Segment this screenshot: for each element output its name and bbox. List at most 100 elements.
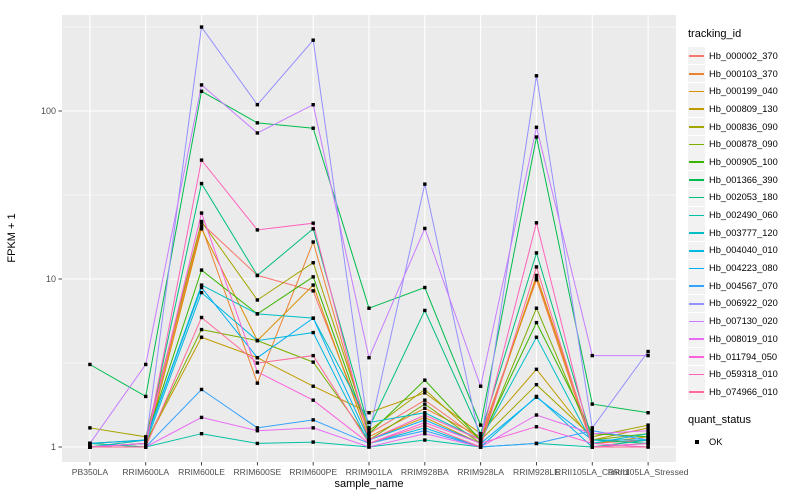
data-point [590,431,594,436]
data-point [311,426,315,430]
legend-item: Hb_002053_180 [688,188,798,207]
data-point [311,440,315,444]
legend-label: Hb_059318_010 [709,369,778,380]
legend-line-swatch-icon [688,241,705,259]
data-point [534,320,539,325]
legend-label: Hb_000809_130 [709,103,778,114]
data-point [534,395,539,399]
data-point [534,367,539,372]
legend-line-swatch-icon [688,65,705,83]
legend-title-quant-status: quant_status [688,413,751,426]
legend-label: Hb_001366_390 [709,174,778,185]
data-point [199,25,204,29]
data-point [367,445,371,449]
data-point [367,441,371,446]
legend-line-swatch-icon [688,171,705,189]
data-point [534,125,539,129]
legend-label: Hb_003777_120 [709,227,778,238]
data-point [367,426,371,430]
data-point [199,224,204,229]
data-point [311,227,315,231]
data-point [590,435,594,439]
data-point [367,420,371,425]
data-point [144,394,148,399]
data-point [88,362,92,367]
data-point [311,240,315,244]
legend-line-swatch-icon [688,224,705,242]
legend-line-swatch-icon [688,383,705,401]
legend-item: Hb_001366_390 [688,171,798,189]
legend-line-color [689,214,704,217]
data-point [199,227,204,231]
x-tick-label: PB350LA [72,467,109,477]
legend-item: Hb_000809_130 [688,100,798,118]
data-point [590,441,594,446]
legend-line-color [689,249,704,252]
legend-line-swatch-icon [688,259,705,277]
data-point [423,426,427,430]
legend-line-swatch-icon [688,153,705,171]
data-point [423,402,427,406]
data-point [534,413,539,417]
data-point [534,275,539,280]
legend-item: Hb_004223_080 [688,259,798,277]
data-point [590,353,594,358]
data-point [255,121,260,125]
data-point [199,335,204,339]
legend-line-color [689,73,704,75]
data-point [423,387,427,392]
legend-item: Hb_008019_010 [688,330,798,348]
y-axis-title: FPKM + 1 [6,213,18,263]
data-point [199,83,204,87]
data-point [311,316,315,320]
data-point [423,438,427,442]
data-point [534,273,539,278]
data-point [144,441,148,446]
data-point [255,103,260,107]
data-point [199,415,204,420]
legend-line-swatch-icon [688,47,705,65]
legend-items: Hb_000002_370 Hb_000103_370 Hb_000199_040 H… [688,47,798,401]
legend-line-color [689,108,704,110]
legend-item: Hb_004567_070 [688,277,798,295]
data-point [311,103,315,107]
legend-title-tracking-id: tracking_id [688,28,742,40]
legend-line-color [689,196,704,199]
legend-label: Hb_002053_180 [709,192,778,203]
data-point [311,418,315,422]
legend-line-color [689,267,704,270]
data-point [423,423,427,427]
y-tick-label: 10 [46,274,56,284]
data-point [255,312,260,316]
data-point [534,74,539,78]
data-point [255,370,260,374]
legend-line-color [689,373,704,376]
data-point [311,126,315,130]
legend-item: Hb_000836_090 [688,118,798,136]
legend-item: Hb_006922_020 [688,294,798,313]
legend-item: Hb_004040_010 [688,241,798,260]
x-tick-label: RRIM600LA [122,467,169,477]
legend-line-color [689,285,704,287]
data-point [590,429,594,433]
data-point [199,158,204,162]
data-point [311,360,315,364]
data-point [590,438,594,442]
data-point [646,435,650,439]
legend-line-swatch-icon [688,82,705,100]
quant-status-legend: quant_status OK [688,414,798,451]
legend-line-swatch-icon [688,206,705,224]
legend: tracking_id Hb_000002_370 Hb_000103_370 Hb… [688,28,798,450]
data-point [367,435,371,439]
data-point [199,315,204,320]
x-tick-label: RRIM928BA [401,467,449,477]
legend-label: Hb_000103_370 [709,68,778,79]
data-point [646,441,650,446]
legend-label: Hb_000199_040 [709,86,778,97]
data-point [646,423,650,427]
x-tick-label: RRIM928LA [457,467,504,477]
data-point [255,441,260,446]
legend-line-color [689,232,704,234]
data-point [534,425,539,429]
